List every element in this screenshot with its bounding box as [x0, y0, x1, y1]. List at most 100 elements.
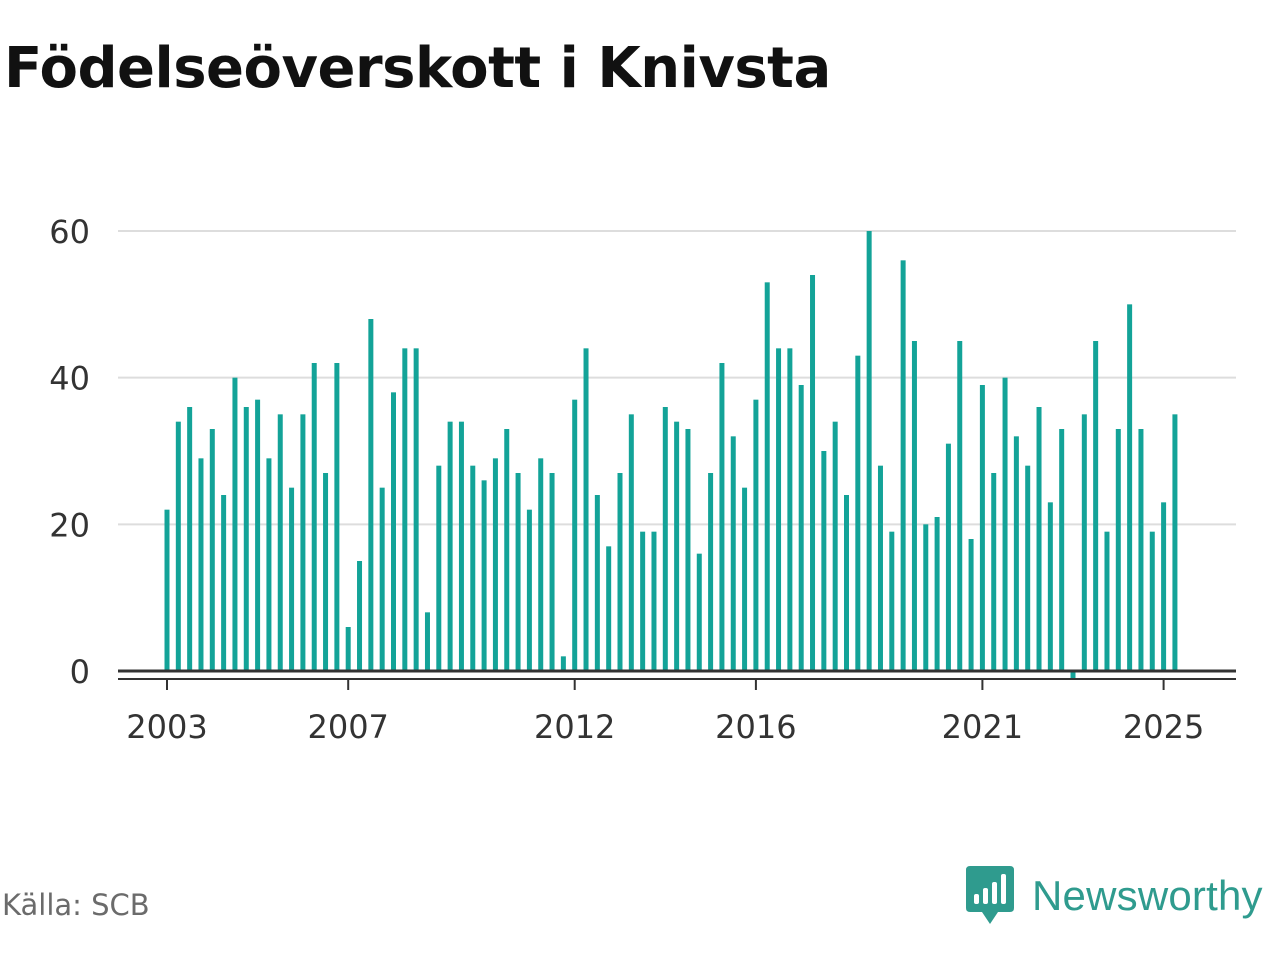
bar	[810, 275, 816, 671]
bar	[1070, 671, 1076, 679]
bar	[549, 473, 555, 671]
bar	[1013, 436, 1019, 671]
bar	[651, 531, 657, 671]
bar	[538, 458, 544, 671]
bar	[243, 407, 249, 671]
x-tick-label: 2021	[942, 708, 1023, 746]
bar	[424, 612, 430, 671]
bar	[855, 355, 861, 671]
y-tick-label: 20	[49, 506, 90, 544]
bar	[877, 465, 883, 671]
bar	[289, 487, 295, 671]
bar	[560, 656, 566, 671]
bar	[470, 465, 476, 671]
chart-title: Födelseöverskott i Knivsta	[4, 36, 831, 101]
bar	[923, 524, 929, 671]
bar	[1047, 502, 1053, 671]
bar	[164, 509, 170, 671]
bar	[572, 399, 578, 671]
bar	[934, 517, 940, 671]
bar	[1149, 531, 1155, 671]
bar	[979, 385, 985, 671]
bar	[787, 348, 793, 671]
bar	[221, 495, 227, 671]
bar	[1104, 531, 1110, 671]
newsworthy-logo-icon	[966, 866, 1014, 924]
bar	[266, 458, 272, 671]
bar	[821, 451, 827, 671]
bar	[1036, 407, 1042, 671]
bar	[742, 487, 748, 671]
bar	[1127, 304, 1133, 671]
bar	[345, 627, 351, 671]
bar	[798, 385, 804, 671]
bars	[164, 231, 1178, 679]
bar	[685, 429, 691, 671]
bar	[1002, 377, 1008, 671]
bar	[413, 348, 419, 671]
bar	[832, 421, 838, 671]
bar	[628, 414, 634, 671]
bar	[866, 231, 872, 671]
bar	[844, 495, 849, 671]
bar	[1059, 429, 1065, 671]
bar	[379, 487, 385, 671]
bar	[175, 421, 181, 671]
y-tick-label: 40	[49, 360, 90, 398]
x-tick-label: 2012	[534, 708, 615, 746]
bar	[1093, 341, 1099, 671]
y-tick-label: 0	[70, 653, 90, 691]
bar	[594, 495, 600, 671]
bar	[357, 561, 363, 671]
bar	[662, 407, 668, 671]
x-axis-tick-labels: 2003 2007 2012 2016 2021 2025	[126, 708, 1204, 746]
bar	[753, 399, 759, 671]
bar	[300, 414, 306, 671]
bar	[674, 421, 680, 671]
bar	[583, 348, 589, 671]
bar	[764, 282, 770, 671]
x-tick-label: 2016	[715, 708, 796, 746]
source-label: Källa: SCB	[2, 888, 150, 922]
bar	[368, 319, 374, 671]
bar	[889, 531, 895, 671]
bar	[232, 377, 238, 671]
bar	[900, 260, 906, 671]
bar	[458, 421, 464, 671]
x-tick-label: 2007	[307, 708, 388, 746]
bar	[492, 458, 498, 671]
bar	[526, 509, 532, 671]
bar	[968, 539, 974, 671]
bar	[277, 414, 283, 671]
y-axis-tick-labels: 0 20 40 60	[49, 213, 90, 691]
bar	[730, 436, 736, 671]
bar	[515, 473, 521, 671]
x-tick-label: 2025	[1123, 708, 1204, 746]
bar	[957, 341, 963, 671]
bar	[708, 473, 714, 671]
bar	[209, 429, 215, 671]
bar	[696, 553, 702, 671]
bar	[1081, 414, 1087, 671]
bar	[198, 458, 204, 671]
bar	[1025, 465, 1031, 671]
axes	[118, 669, 1236, 690]
bar	[504, 429, 510, 671]
bar	[391, 392, 396, 671]
bar	[617, 473, 623, 671]
bar	[1115, 429, 1121, 671]
bar	[311, 363, 317, 671]
bar	[447, 421, 453, 671]
brand-name: Newsworthy	[1032, 872, 1263, 919]
bar	[334, 363, 340, 671]
bar	[1138, 429, 1144, 671]
brand-logo[interactable]: Newsworthy	[964, 864, 1263, 928]
bar	[911, 341, 917, 671]
bar	[187, 407, 193, 671]
bar	[255, 399, 261, 671]
bar	[402, 348, 408, 671]
x-tick-label: 2003	[126, 708, 207, 746]
bar	[640, 531, 646, 671]
bar	[945, 443, 951, 671]
